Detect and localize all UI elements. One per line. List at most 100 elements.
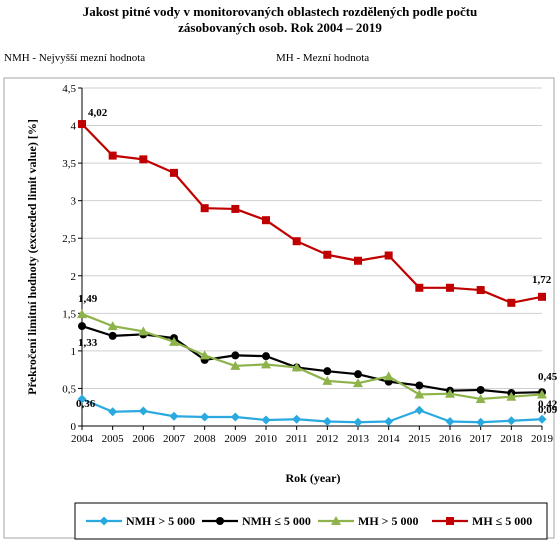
data-label: 4,02 [88,107,108,119]
x-tick-label: 2015 [408,433,431,445]
data-point [354,370,362,379]
series-line [81,123,543,304]
data-point [323,250,332,259]
series-group [77,120,547,427]
series-triangle [77,309,547,403]
tick-labels: 0 0,5 1 1,5 2 2,5 3 3,5 4 4,5 2004 2005 2006 2007 2008… [62,83,553,445]
data-point [506,416,516,426]
data-point [322,416,332,426]
x-tick-label: 2007 [163,433,186,445]
data-point [108,151,117,160]
series-line [81,325,543,395]
x-tick-label: 2009 [224,433,247,445]
data-point [353,378,363,388]
legend: NMH > 5 000 NMH ≤ 5 000 MH > 5 000 MH ≤ 5 0… [86,514,532,528]
legend-entry: NMH ≤ 5 000 [202,514,311,528]
x-tick-label: 2017 [470,433,493,445]
data-point [200,412,210,422]
data-point [292,414,302,424]
data-label: 1,72 [532,274,552,286]
y-tick-label: 4,5 [62,83,76,95]
x-tick-label: 2011 [286,433,308,445]
x-tick-label: 2019 [531,433,554,445]
x-axis-title: Rok (year) [286,471,341,485]
y-tick-label: 2,5 [62,233,76,245]
data-point [322,375,333,385]
data-point [138,406,148,416]
gridlines [82,87,542,389]
data-point [78,120,86,129]
data-point [169,336,179,346]
x-tick-label: 2014 [378,433,401,445]
data-point [445,388,455,398]
y-tick-label: 3,5 [62,158,76,170]
y-tick-label: 0,5 [62,383,76,395]
data-point [415,283,424,292]
data-point [354,256,362,265]
note-mh: MH - Mezní hodnota [276,52,370,64]
data-point [107,321,118,331]
y-axis-title: Překročení limitní hodnoty (exceeded lim… [25,119,39,395]
y-tick-label: 2 [71,271,77,283]
legend-marker [99,516,109,526]
axes [78,87,543,430]
data-point [414,405,424,415]
plot-area-frame [3,77,555,539]
chart-title-line-2: zásobovaných osob. Rok 2004 – 2019 [178,20,382,35]
legend-entry: MH ≤ 5 000 [432,514,532,528]
data-point [476,286,485,295]
legend-label: NMH > 5 000 [126,514,195,528]
data-point [414,389,425,399]
legend-marker [446,517,454,525]
y-tick-label: 4 [71,121,77,133]
data-label: 1,49 [78,293,98,305]
data-point [323,367,332,376]
data-labels: 4,02 1,49 1,33 0,36 1,72 0,45 0,420,09 [76,107,558,416]
y-tick-label: 1 [71,346,77,358]
data-point [262,216,270,225]
data-point [353,417,363,427]
data-point [292,237,301,246]
data-point [199,350,210,360]
x-tick-label: 2012 [316,433,338,445]
legend-entry: MH > 5 000 [318,514,419,528]
x-tick-label: 2006 [132,433,155,445]
legend-marker [216,517,224,525]
series-line [81,313,543,401]
y-tick-label: 3 [71,196,77,208]
data-label: 0,45 [538,371,558,383]
legend-label: MH ≤ 5 000 [472,514,532,528]
data-label: 0,09 [538,404,558,416]
data-point [446,283,454,292]
data-point [445,416,455,426]
data-point [139,155,148,164]
x-tick-label: 2018 [500,433,523,445]
data-point [261,359,271,369]
legend-label: MH > 5 000 [358,514,419,528]
x-tick-label: 2005 [102,433,125,445]
x-tick-label: 2008 [194,433,217,445]
data-point [537,389,547,399]
data-point [230,360,241,370]
note-nmh: NMH - Nejvyšší mezní hodnota [4,52,146,64]
data-point [78,322,86,331]
data-point [138,326,149,336]
data-point [476,385,485,394]
y-tick-label: 0 [71,421,77,433]
data-point [537,414,547,424]
data-label: 1,33 [78,337,98,349]
y-tick-label: 1,5 [62,308,76,320]
x-tick-label: 2013 [347,433,370,445]
chart-title: Jakost pitné vody v monitorovaných oblas… [0,4,560,36]
data-point [231,204,240,213]
data-point [476,417,486,427]
series-line [81,397,543,424]
data-point [383,371,394,381]
data-point [169,411,179,421]
data-point [415,381,424,390]
data-point [200,204,209,213]
data-point [108,331,117,340]
data-point [384,251,393,260]
data-point [230,412,240,422]
